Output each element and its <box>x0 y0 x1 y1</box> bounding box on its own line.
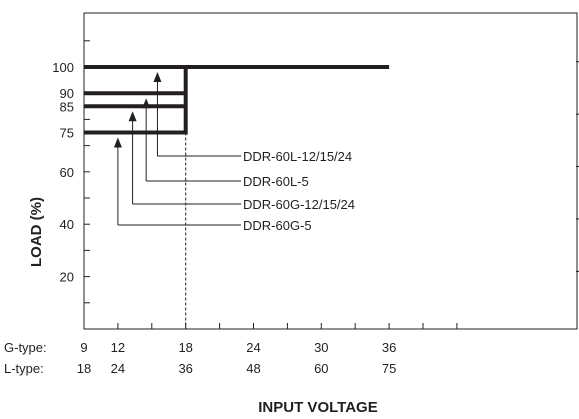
y-axis-title: LOAD (%) <box>28 197 45 267</box>
x-row-label-l-type: L-type: <box>4 361 44 376</box>
x-tick-label-row1-0: 9 <box>80 340 87 355</box>
callout-label-1: DDR-60L-5 <box>243 174 309 189</box>
y-tick-label-40: 40 <box>60 217 74 232</box>
y-tick-label-90: 90 <box>60 86 74 101</box>
x-tick-label-row1-1: 12 <box>111 340 125 355</box>
callout-label-0: DDR-60L-12/15/24 <box>243 149 352 164</box>
y-tick-label-20: 20 <box>60 270 74 285</box>
x-row-label-g-type: G-type: <box>4 340 47 355</box>
x-tick-label-row2-2: 36 <box>178 361 192 376</box>
callout-arrowhead-1 <box>142 98 151 109</box>
x-tick-label-row1-3: 24 <box>246 340 260 355</box>
x-tick-label-row1-4: 30 <box>314 340 328 355</box>
callout-arrowhead-3 <box>113 137 122 148</box>
x-tick-label-row2-4: 60 <box>314 361 328 376</box>
callout-arrowhead-2 <box>128 111 137 122</box>
plot-frame <box>83 12 578 330</box>
callout-label-2: DDR-60G-12/15/24 <box>243 197 355 212</box>
x-tick-label-row2-5: 75 <box>382 361 396 376</box>
y-tick-label-75: 75 <box>60 126 74 141</box>
y-tick-label-60: 60 <box>60 165 74 180</box>
x-axis-title: INPUT VOLTAGE <box>258 399 377 416</box>
x-tick-label-row2-3: 48 <box>246 361 260 376</box>
x-tick-label-row1-2: 18 <box>178 340 192 355</box>
callout-label-3: DDR-60G-5 <box>243 218 312 233</box>
x-tick-label-row2-0: 18 <box>77 361 91 376</box>
y-tick-label-85: 85 <box>60 99 74 114</box>
x-tick-label-row1-5: 36 <box>382 340 396 355</box>
y-tick-label-100: 100 <box>52 60 74 75</box>
callout-arrowhead-0 <box>153 72 162 82</box>
x-tick-label-row2-1: 24 <box>111 361 125 376</box>
